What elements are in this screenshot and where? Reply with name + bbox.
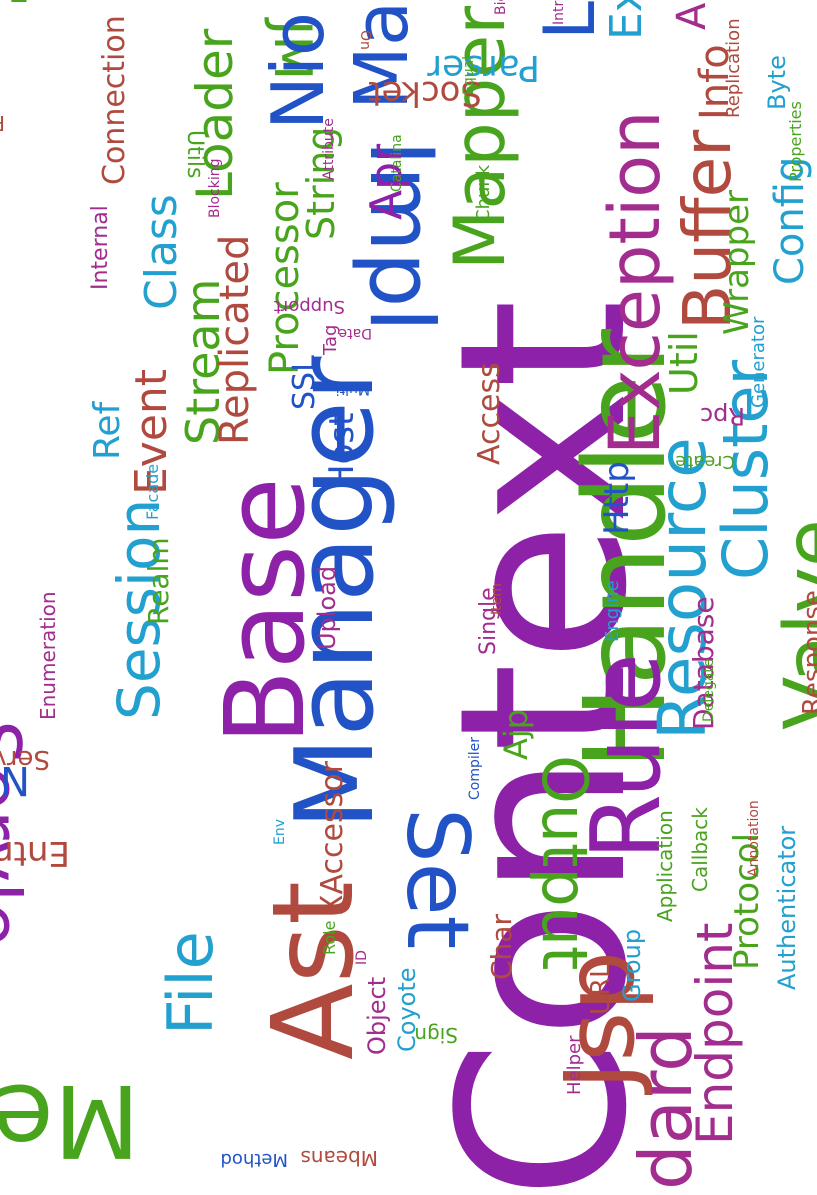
word-mbeans: Mbeans xyxy=(300,1146,378,1170)
word-create: Create xyxy=(675,451,735,472)
word-annotation: Annotation xyxy=(746,800,762,877)
word-response: Response xyxy=(798,590,817,715)
word-wrapper: Wrapper xyxy=(717,190,757,335)
word-date: Date xyxy=(338,325,372,341)
word-ssl: SSL xyxy=(287,355,322,410)
word-file: File xyxy=(154,931,227,1035)
word-attribute: Attribute xyxy=(321,118,337,180)
word-delegate: Delegate xyxy=(701,658,717,722)
word-char: Char xyxy=(485,914,518,980)
word-entry: Entry xyxy=(0,833,70,873)
word-replication: Replication xyxy=(723,18,744,118)
word-role: Role xyxy=(320,920,339,955)
word-bio: Bio xyxy=(493,0,509,15)
word-util: Util xyxy=(662,331,706,395)
word-equal: Equal xyxy=(461,55,477,95)
word-properties: Properties xyxy=(786,101,805,182)
word-tag: Tag xyxy=(320,324,341,355)
word-utils: Utils xyxy=(182,130,207,179)
word-blocking: Blocking xyxy=(207,158,223,218)
word-nio: Nio xyxy=(256,12,340,130)
word-base: Base xyxy=(201,477,329,745)
word-ajp: Ajp xyxy=(497,708,535,760)
word-function: Function xyxy=(0,0,30,8)
word-chunk: Chunk xyxy=(473,164,494,222)
word-compiler: Compiler xyxy=(467,736,483,800)
word-realm: Realm xyxy=(142,537,175,625)
word-authenticator: Authenticator xyxy=(773,825,801,990)
word-message: Message xyxy=(0,1062,140,1179)
word-id: ID xyxy=(354,950,370,965)
word-multi: Multi xyxy=(335,381,370,397)
word-catalina: Catalina xyxy=(389,134,405,192)
word-on: On xyxy=(357,30,373,50)
word-xaccessor: XAccessor xyxy=(315,761,350,915)
word-url: URL xyxy=(586,963,616,1015)
word-enumeration: Enumeration xyxy=(36,591,60,720)
word-ast: Ast xyxy=(249,881,379,1060)
word-engine: Engine xyxy=(602,580,623,642)
word-upload: Upload xyxy=(313,565,341,650)
word-l: L xyxy=(529,1,611,40)
word-class: Class xyxy=(136,194,187,310)
word-access: Access xyxy=(472,362,507,465)
word-facade: Facade xyxy=(143,463,162,520)
word-group: Group xyxy=(618,928,646,1002)
word-exception: Exception xyxy=(594,110,676,456)
word-ref: Ref xyxy=(87,401,128,460)
word-replicated: Replicated xyxy=(212,234,258,445)
word-property: Property xyxy=(0,111,5,135)
word-helper: Helper xyxy=(564,1035,585,1095)
word-set: Set xyxy=(387,808,487,950)
word-method: Method xyxy=(220,1149,288,1170)
word-env: Env xyxy=(272,818,288,845)
word-server: Server xyxy=(0,744,50,774)
word-a: A xyxy=(669,2,715,30)
word-object: Object xyxy=(363,976,391,1055)
word-generator: Generator xyxy=(748,316,769,408)
word-mapper: Mapper xyxy=(439,5,521,270)
word-host: Host xyxy=(322,412,362,490)
word-support: Support xyxy=(273,296,345,317)
word-http: Http xyxy=(597,461,637,535)
word-rpc: Rpc xyxy=(699,402,745,430)
word-output: Output xyxy=(528,755,601,971)
word-sign: Sign xyxy=(414,1023,458,1047)
word-application: Application xyxy=(653,810,677,922)
word-ex: Ex xyxy=(601,0,652,40)
word-item: Item xyxy=(489,583,505,615)
word-internal: Internal xyxy=(88,205,113,290)
word-callback: Callback xyxy=(688,807,712,892)
word-connection: Connection xyxy=(97,15,132,185)
